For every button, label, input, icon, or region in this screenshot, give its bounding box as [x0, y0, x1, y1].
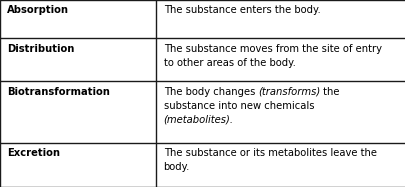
Text: substance into new chemicals: substance into new chemicals — [163, 101, 313, 111]
Text: (transforms): (transforms) — [258, 87, 320, 96]
Text: body.: body. — [163, 162, 190, 172]
Text: The substance or its metabolites leave the: The substance or its metabolites leave t… — [163, 148, 376, 158]
Text: (metabolites).: (metabolites). — [163, 115, 233, 125]
Text: to other areas of the body.: to other areas of the body. — [163, 58, 295, 68]
Text: Absorption: Absorption — [7, 5, 69, 15]
Text: The substance moves from the site of entry: The substance moves from the site of ent… — [163, 44, 381, 53]
Text: The body changes: The body changes — [163, 87, 258, 96]
Text: Distribution: Distribution — [7, 44, 75, 53]
Text: Excretion: Excretion — [7, 148, 60, 158]
Text: Biotransformation: Biotransformation — [7, 87, 110, 96]
Text: the: the — [320, 87, 339, 96]
Text: The substance enters the body.: The substance enters the body. — [163, 5, 320, 15]
